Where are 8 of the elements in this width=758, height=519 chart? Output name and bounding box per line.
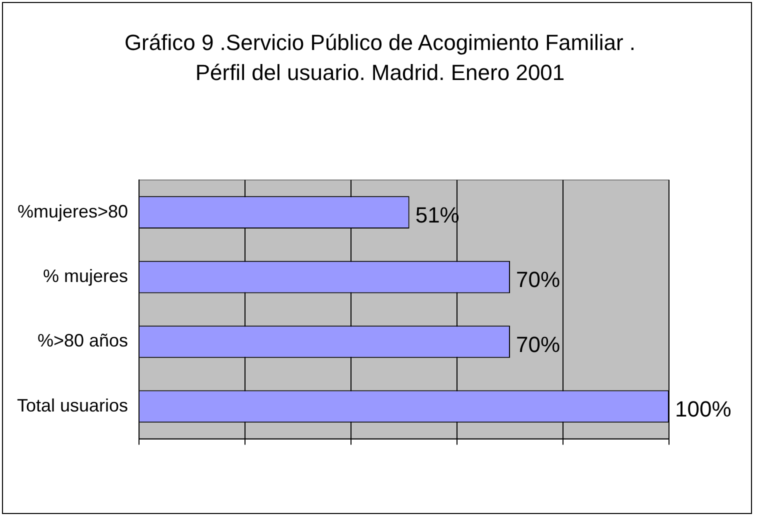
data-label: 70%: [516, 332, 560, 357]
y-tick-label: % mujeres: [43, 266, 128, 286]
y-tick-label: Total usuarios: [16, 395, 128, 416]
data-label: 70%: [516, 267, 560, 292]
data-label: 100%: [675, 396, 732, 422]
chart-title: Gráfico 9 .Servicio Público de Acogimiento Familiar . Pérfil del usuario. Madrid. Enero 2001: [123, 29, 637, 87]
y-tick-label: %mujeres>80: [17, 201, 128, 222]
y-tick-label: %>80 años: [37, 330, 128, 351]
